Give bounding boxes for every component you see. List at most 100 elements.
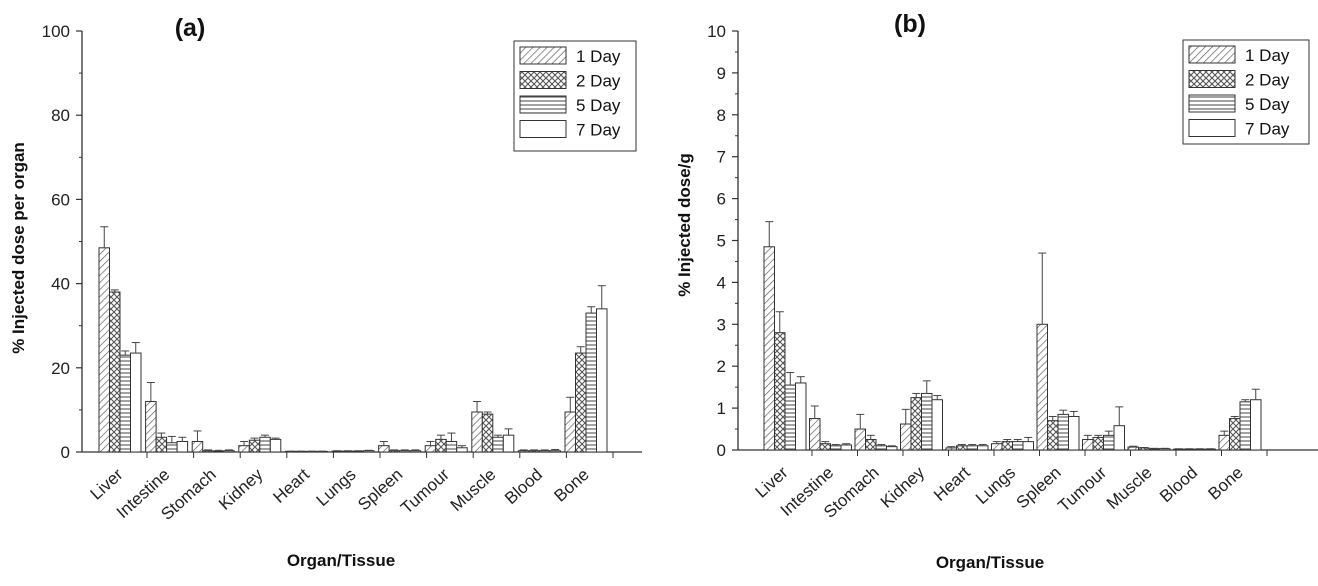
panel-label: (a) bbox=[175, 14, 206, 42]
bar-blood-2-day bbox=[528, 450, 540, 453]
x-tick-label: Heart bbox=[269, 465, 313, 507]
legend-label: 2 Day bbox=[1245, 71, 1290, 90]
bar-muscle-1-day bbox=[471, 411, 483, 453]
y-tick-label: 9 bbox=[717, 64, 726, 83]
panel-label: (b) bbox=[894, 10, 926, 38]
bar-intestine-7-day bbox=[176, 440, 189, 453]
bar-lungs-5-day bbox=[352, 450, 364, 453]
legend-label: 5 Day bbox=[1245, 95, 1290, 114]
x-tick-label: Bone bbox=[550, 465, 592, 506]
y-tick-label: 5 bbox=[717, 232, 726, 251]
y-tick-label: 0 bbox=[61, 443, 70, 462]
bar-spleen-7-day bbox=[1068, 415, 1080, 451]
bar-blood-1-day bbox=[517, 450, 530, 453]
x-tick-label: Kidney bbox=[215, 465, 267, 514]
bar-liver-1-day bbox=[763, 246, 775, 451]
bar-lungs-5-day bbox=[1012, 441, 1024, 451]
bar-heart-2-day bbox=[956, 445, 968, 451]
bar-blood-5-day bbox=[1194, 448, 1206, 451]
bar-muscle-5-day bbox=[1148, 448, 1160, 451]
y-tick-label: 7 bbox=[717, 148, 726, 167]
legend-label: 1 Day bbox=[576, 47, 621, 66]
bar-spleen-1-day bbox=[378, 445, 390, 453]
legend-label: 5 Day bbox=[576, 96, 621, 115]
legend-label: 1 Day bbox=[1245, 46, 1290, 65]
bar-muscle-7-day bbox=[502, 434, 515, 453]
bar-kidney-5-day bbox=[259, 436, 271, 453]
bar-liver-7-day bbox=[795, 382, 807, 451]
bar-bone-7-day bbox=[596, 308, 608, 453]
bar-liver-1-day bbox=[98, 247, 110, 453]
bar-blood-7-day bbox=[1204, 448, 1216, 451]
x-axis-title: Organ/Tissue bbox=[287, 551, 395, 570]
y-tick-label: 40 bbox=[51, 275, 70, 294]
x-tick-label: Tumour bbox=[397, 465, 453, 518]
bar-heart-1-day bbox=[945, 447, 957, 451]
x-tick-label: Bone bbox=[1204, 463, 1246, 504]
bar-kidney-1-day bbox=[900, 423, 912, 451]
bar-blood-2-day bbox=[1183, 448, 1195, 451]
x-tick-label: Lungs bbox=[972, 463, 1019, 508]
bar-tumour-2-day bbox=[1092, 436, 1104, 451]
bar-stomach-1-day bbox=[854, 428, 866, 451]
bar-tumour-1-day bbox=[1082, 439, 1094, 451]
bar-bone-2-day bbox=[1229, 418, 1241, 451]
bar-kidney-7-day bbox=[269, 438, 282, 453]
bar-tumour-1-day bbox=[424, 445, 437, 453]
y-tick-label: 20 bbox=[51, 359, 70, 378]
y-tick-label: 80 bbox=[51, 106, 70, 125]
x-tick-label: Muscle bbox=[1103, 463, 1156, 513]
legend-swatch bbox=[1188, 70, 1236, 88]
legend-label: 7 Day bbox=[1245, 120, 1290, 139]
bar-muscle-2-day bbox=[481, 413, 494, 453]
x-tick-label: Blood bbox=[1156, 463, 1201, 506]
bar-intestine-2-day bbox=[155, 436, 168, 453]
bar-muscle-2-day bbox=[1138, 447, 1150, 451]
bar-heart-7-day bbox=[977, 445, 989, 451]
bar-liver-2-day bbox=[109, 291, 121, 453]
x-tick-label: Blood bbox=[501, 465, 546, 508]
y-tick-label: 6 bbox=[717, 190, 726, 209]
legend-swatch bbox=[1188, 94, 1236, 113]
bar-liver-7-day bbox=[130, 352, 142, 453]
bar-intestine-1-day bbox=[145, 400, 157, 453]
x-tick-label: Tumour bbox=[1054, 463, 1110, 516]
bar-lungs-7-day bbox=[363, 450, 375, 453]
bar-bone-2-day bbox=[575, 352, 587, 453]
bar-blood-7-day bbox=[549, 450, 561, 453]
x-tick-label: Liver bbox=[87, 465, 127, 504]
bar-stomach-5-day bbox=[875, 445, 887, 451]
x-tick-label: Lungs bbox=[313, 465, 360, 510]
bar-spleen-5-day bbox=[1057, 413, 1069, 451]
bar-stomach-7-day bbox=[223, 450, 235, 453]
bar-stomach-2-day bbox=[865, 439, 877, 451]
legend: 1 Day 2 Day 5 Day 7 Day bbox=[513, 40, 637, 152]
bar-blood-1-day bbox=[1173, 448, 1185, 451]
bar-bone-5-day bbox=[585, 312, 597, 453]
bar-lungs-2-day bbox=[342, 450, 354, 453]
x-tick-label: Liver bbox=[752, 463, 792, 502]
bar-blood-5-day bbox=[538, 450, 551, 453]
bar-muscle-1-day bbox=[1127, 446, 1139, 451]
bar-intestine-7-day bbox=[840, 444, 852, 451]
bar-spleen-2-day bbox=[388, 450, 401, 453]
bar-liver-2-day bbox=[774, 332, 786, 451]
bar-stomach-2-day bbox=[202, 450, 214, 453]
bar-lungs-1-day bbox=[331, 450, 343, 453]
legend-swatch bbox=[519, 46, 567, 65]
x-tick-label: Spleen bbox=[354, 465, 406, 515]
bar-heart-5-day bbox=[966, 445, 978, 451]
bar-kidney-2-day bbox=[248, 439, 261, 453]
bar-intestine-5-day bbox=[830, 445, 842, 451]
bar-tumour-5-day bbox=[445, 440, 458, 453]
bar-intestine-1-day bbox=[809, 418, 821, 451]
legend-label: 7 Day bbox=[576, 121, 621, 140]
x-tick-label: Heart bbox=[930, 463, 974, 505]
x-tick-label: Muscle bbox=[447, 465, 500, 515]
legend: 1 Day 2 Day 5 Day 7 Day bbox=[1182, 39, 1310, 145]
y-axis-title: % Injected dose/g bbox=[675, 153, 694, 297]
x-axis-title: Organ/Tissue bbox=[936, 553, 1044, 572]
x-tick-label: Kidney bbox=[877, 463, 929, 512]
